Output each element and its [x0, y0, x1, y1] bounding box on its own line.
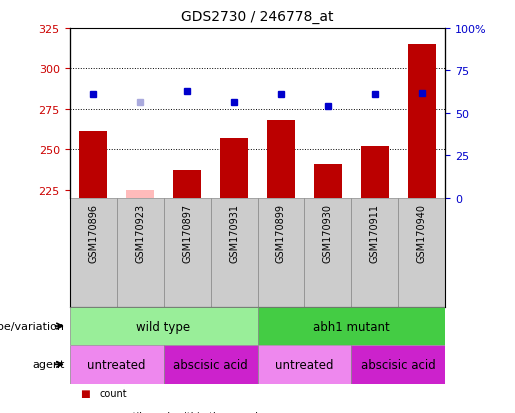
Text: GSM170897: GSM170897 [182, 204, 192, 263]
Text: untreated: untreated [87, 358, 146, 371]
Text: genotype/variation: genotype/variation [0, 321, 64, 331]
Bar [211, 198, 258, 308]
Text: GSM170931: GSM170931 [229, 204, 239, 263]
Bar [304, 198, 352, 308]
Bar [220, 139, 248, 198]
Text: GSM170930: GSM170930 [323, 204, 333, 263]
Text: abscisic acid: abscisic acid [361, 358, 436, 371]
Bar [399, 198, 445, 308]
Bar [116, 198, 164, 308]
Text: abscisic acid: abscisic acid [173, 358, 248, 371]
Bar [70, 198, 116, 308]
Bar [408, 45, 436, 198]
Bar [267, 121, 295, 198]
Text: GSM170911: GSM170911 [370, 204, 380, 263]
Bar [258, 308, 445, 345]
Text: GDS2730 / 246778_at: GDS2730 / 246778_at [181, 10, 334, 24]
Text: percentile rank within the sample: percentile rank within the sample [99, 411, 264, 413]
Bar [258, 198, 304, 308]
Bar [126, 190, 154, 198]
Bar [164, 345, 258, 384]
Text: abh1 mutant: abh1 mutant [313, 320, 390, 333]
Text: GSM170940: GSM170940 [417, 204, 427, 263]
Bar [258, 345, 351, 384]
Text: ■: ■ [80, 388, 90, 398]
Bar [352, 345, 445, 384]
Bar [361, 147, 389, 198]
Text: wild type: wild type [136, 320, 191, 333]
Bar [70, 308, 258, 345]
Bar [70, 345, 164, 384]
Text: GSM170896: GSM170896 [88, 204, 98, 263]
Bar [79, 132, 107, 198]
Text: ■: ■ [80, 411, 90, 413]
Text: GSM170923: GSM170923 [135, 204, 145, 263]
Bar [352, 198, 399, 308]
Bar [314, 164, 342, 198]
Text: GSM170899: GSM170899 [276, 204, 286, 263]
Text: agent: agent [32, 359, 64, 370]
Bar [173, 171, 201, 198]
Text: count: count [99, 388, 127, 398]
Text: untreated: untreated [275, 358, 334, 371]
Bar [164, 198, 211, 308]
